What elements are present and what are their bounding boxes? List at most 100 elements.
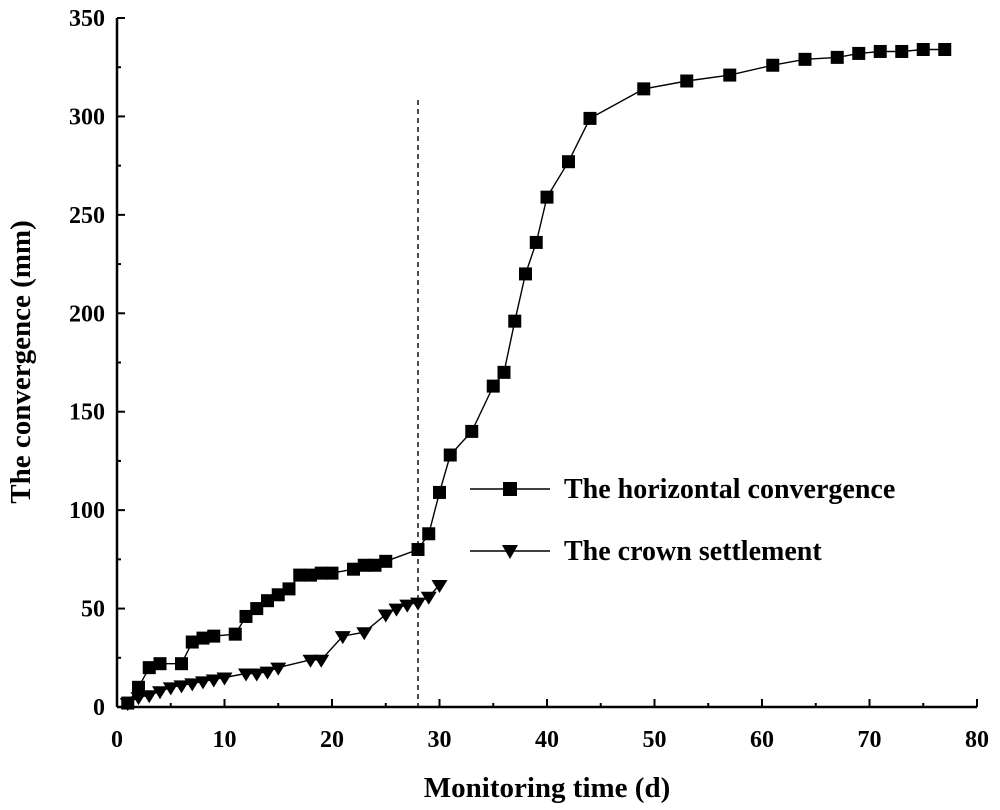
data-point-crown: [410, 597, 426, 611]
data-point-horizontal: [325, 566, 339, 580]
data-point-horizontal: [153, 657, 167, 671]
data-point-horizontal: [562, 155, 575, 169]
data-point-horizontal: [519, 267, 532, 281]
x-tick-label: 40: [535, 727, 559, 753]
legend: The horizontal convergence The crown set…: [470, 474, 895, 567]
data-point-crown: [173, 680, 190, 694]
y-tick-label: 50: [81, 597, 105, 623]
y-tick-label: 350: [69, 6, 105, 32]
x-axis-title: Monitoring time (d): [424, 772, 670, 804]
y-tick-label: 300: [69, 104, 105, 130]
x-tick-label: 0: [111, 727, 123, 753]
data-point-crown: [431, 579, 448, 593]
data-point-crown: [302, 654, 319, 668]
data-point-crown: [420, 591, 437, 605]
data-point-horizontal: [250, 602, 264, 616]
data-point-crown: [377, 609, 394, 623]
x-tick-label: 10: [213, 727, 237, 753]
data-point-horizontal: [293, 568, 307, 582]
x-tick-label: 80: [965, 727, 989, 753]
legend-item-horizontal-convergence: The horizontal convergence: [470, 474, 895, 505]
data-point-horizontal: [185, 635, 199, 649]
x-tick-label: 30: [428, 727, 452, 753]
axes: [115, 18, 977, 709]
data-point-horizontal: [142, 661, 156, 675]
data-point-horizontal: [938, 42, 952, 56]
data-point-horizontal: [347, 562, 360, 576]
data-point-horizontal: [304, 568, 317, 582]
data-point-crown: [205, 674, 222, 688]
data-point-horizontal: [239, 609, 253, 623]
data-point-horizontal: [422, 527, 436, 541]
data-point-crown: [184, 678, 201, 692]
legend-triangle-marker: [502, 545, 518, 559]
data-point-horizontal: [465, 424, 479, 438]
data-point-horizontal: [314, 566, 328, 580]
x-tick-label: 60: [750, 727, 774, 753]
data-point-crown: [313, 654, 330, 668]
data-point-horizontal: [852, 46, 866, 60]
data-point-horizontal: [895, 44, 909, 58]
data-point-horizontal: [497, 365, 511, 379]
data-point-horizontal: [830, 50, 844, 64]
y-tick-label: 100: [69, 498, 105, 524]
data-point-horizontal: [282, 582, 296, 596]
data-point-horizontal: [583, 111, 597, 125]
data-point-horizontal: [723, 68, 737, 82]
data-point-horizontal: [379, 554, 393, 568]
data-point-horizontal: [540, 190, 554, 204]
data-point-crown: [270, 662, 287, 676]
data-point-horizontal: [766, 58, 780, 72]
data-point-horizontal: [411, 543, 425, 557]
data-point-crown: [119, 698, 136, 712]
y-tick-label: 0: [93, 695, 105, 721]
data-point-horizontal: [916, 42, 930, 56]
data-point-crown: [216, 672, 233, 686]
x-tick-label: 50: [643, 727, 667, 753]
data-point-horizontal: [357, 558, 371, 572]
data-point-horizontal: [443, 448, 457, 462]
data-point-horizontal: [175, 657, 188, 671]
data-point-crown: [388, 603, 405, 617]
data-point-crown: [130, 692, 147, 706]
data-point-horizontal: [261, 594, 274, 608]
data-point-crown: [141, 690, 158, 704]
data-point-crown: [238, 668, 254, 682]
data-point-horizontal: [196, 631, 210, 645]
data-point-crown: [248, 668, 265, 682]
data-point-horizontal: [228, 627, 242, 641]
data-point-horizontal: [798, 52, 812, 66]
data-point-horizontal: [637, 82, 651, 96]
y-tick-label: 200: [69, 301, 105, 327]
y-tick-label: 250: [69, 203, 105, 229]
data-point-crown: [399, 599, 416, 613]
ticks: 0 10 20 30 40 50 60 70 80 0 50 100 150 200 250 300 350: [69, 6, 989, 753]
x-tick-label: 70: [858, 727, 882, 753]
data-point-crown: [259, 666, 276, 680]
data-point-horizontal: [508, 314, 522, 328]
legend-label-horizontal: The horizontal convergence: [564, 474, 895, 505]
data-point-horizontal: [433, 485, 446, 499]
data-point-crown: [195, 676, 211, 690]
series-markers: [119, 42, 952, 712]
data-point-horizontal: [529, 235, 543, 249]
data-point-crown: [334, 631, 351, 645]
series-line-0: [127, 48, 945, 704]
data-point-crown: [162, 682, 179, 696]
data-point-horizontal: [207, 629, 221, 643]
x-tick-label: 20: [320, 727, 344, 753]
data-point-crown: [356, 627, 373, 641]
data-point-horizontal: [271, 588, 285, 602]
legend-square-marker: [503, 482, 517, 496]
data-point-crown: [152, 686, 168, 700]
y-axis-title: The convergence (mm): [5, 220, 37, 503]
legend-item-crown-settlement: The crown settlement: [470, 536, 822, 567]
data-point-horizontal: [680, 74, 694, 88]
y-tick-label: 150: [69, 400, 105, 426]
data-point-horizontal: [486, 379, 500, 393]
data-point-horizontal: [368, 558, 382, 572]
legend-label-crown: The crown settlement: [564, 536, 822, 567]
data-point-horizontal: [873, 44, 887, 58]
